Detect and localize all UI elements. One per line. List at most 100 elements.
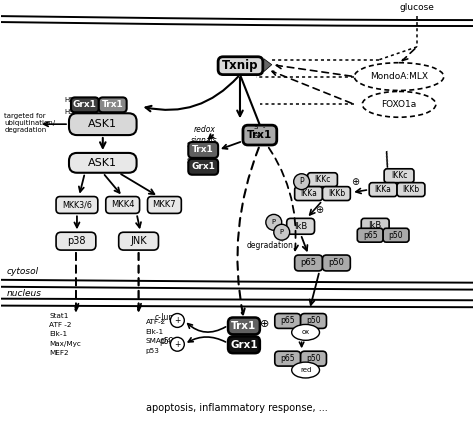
Text: IKKb: IKKb	[402, 185, 419, 194]
Text: S: S	[196, 166, 201, 172]
Text: SH: SH	[250, 319, 258, 325]
Text: p65: p65	[363, 231, 377, 240]
Text: p50: p50	[306, 354, 321, 363]
Text: SH: SH	[250, 328, 258, 333]
Ellipse shape	[292, 325, 319, 340]
FancyBboxPatch shape	[147, 197, 182, 214]
Text: ATF -2: ATF -2	[49, 322, 72, 328]
Text: $\oplus$: $\oplus$	[259, 319, 269, 330]
Text: Max/Myc: Max/Myc	[49, 341, 81, 347]
Text: p65: p65	[301, 258, 317, 268]
Text: p50: p50	[328, 258, 344, 268]
Text: Txnip: Txnip	[222, 59, 259, 72]
FancyBboxPatch shape	[322, 255, 350, 271]
Text: MKK3/6: MKK3/6	[62, 200, 92, 209]
Text: MEF2: MEF2	[49, 350, 69, 356]
Text: ASK1: ASK1	[88, 119, 117, 129]
Text: $\oplus$: $\oplus$	[351, 176, 360, 187]
FancyBboxPatch shape	[243, 125, 277, 145]
Text: IKKb: IKKb	[328, 189, 345, 198]
Text: SH: SH	[109, 97, 118, 103]
Text: ox: ox	[301, 330, 310, 335]
FancyBboxPatch shape	[295, 255, 322, 271]
Text: degradation: degradation	[246, 241, 293, 250]
Text: p50: p50	[389, 231, 403, 240]
FancyBboxPatch shape	[322, 187, 350, 200]
Text: JNK: JNK	[130, 236, 147, 246]
FancyBboxPatch shape	[308, 173, 337, 187]
Text: Trx1: Trx1	[102, 100, 124, 109]
FancyBboxPatch shape	[56, 232, 96, 250]
FancyBboxPatch shape	[228, 317, 260, 334]
Text: IKKa: IKKa	[375, 185, 392, 194]
Text: FOXO1a: FOXO1a	[382, 100, 417, 109]
Text: +: +	[174, 316, 181, 325]
Ellipse shape	[362, 92, 436, 117]
Text: MKK4: MKK4	[111, 200, 135, 209]
Text: MondoA:MLX: MondoA:MLX	[370, 72, 428, 81]
Text: S: S	[196, 150, 201, 156]
Text: $\oplus$: $\oplus$	[315, 204, 324, 215]
Text: Trx1: Trx1	[247, 130, 273, 140]
FancyBboxPatch shape	[383, 228, 409, 242]
Text: SH: SH	[254, 133, 264, 139]
Text: P: P	[272, 219, 276, 225]
FancyBboxPatch shape	[228, 336, 260, 353]
FancyBboxPatch shape	[188, 142, 218, 158]
Text: /: /	[381, 150, 394, 170]
Text: p38: p38	[67, 236, 85, 246]
Text: p50: p50	[306, 316, 321, 325]
Text: cytosol: cytosol	[6, 267, 38, 276]
Text: SH: SH	[250, 346, 258, 351]
Text: ASK1: ASK1	[88, 158, 117, 168]
Polygon shape	[264, 59, 272, 72]
Text: Grx1: Grx1	[230, 340, 258, 350]
Text: apoptosis, inflammatory response, ...: apoptosis, inflammatory response, ...	[146, 403, 328, 413]
Text: MKK7: MKK7	[153, 200, 176, 209]
Ellipse shape	[354, 63, 444, 90]
FancyBboxPatch shape	[301, 314, 327, 328]
Text: SMAD4: SMAD4	[146, 338, 172, 344]
Text: glucose: glucose	[400, 3, 434, 12]
Text: p53: p53	[146, 348, 159, 354]
FancyBboxPatch shape	[275, 351, 301, 366]
FancyBboxPatch shape	[218, 57, 263, 75]
Text: Elk-1: Elk-1	[49, 331, 67, 337]
FancyBboxPatch shape	[369, 183, 397, 197]
FancyBboxPatch shape	[275, 314, 301, 328]
Text: P: P	[299, 177, 304, 186]
Text: IkB: IkB	[294, 222, 307, 231]
FancyBboxPatch shape	[69, 113, 137, 135]
FancyBboxPatch shape	[118, 232, 158, 250]
Ellipse shape	[294, 174, 310, 189]
Text: SH: SH	[109, 109, 118, 115]
Text: Trx1: Trx1	[192, 146, 214, 154]
Ellipse shape	[292, 362, 319, 378]
FancyBboxPatch shape	[106, 197, 139, 214]
FancyBboxPatch shape	[287, 218, 315, 234]
FancyBboxPatch shape	[71, 97, 99, 112]
Text: S: S	[186, 142, 191, 148]
Text: HS: HS	[64, 109, 73, 115]
Text: c-Jun: c-Jun	[154, 314, 173, 322]
Text: IKKc: IKKc	[391, 171, 407, 180]
FancyBboxPatch shape	[397, 183, 425, 197]
Text: S: S	[186, 158, 191, 164]
FancyBboxPatch shape	[295, 187, 322, 200]
FancyBboxPatch shape	[188, 159, 218, 175]
Ellipse shape	[170, 337, 184, 351]
FancyBboxPatch shape	[69, 153, 137, 173]
Text: p53: p53	[159, 337, 173, 346]
Text: S  -: S -	[254, 124, 265, 130]
FancyBboxPatch shape	[384, 169, 414, 183]
FancyBboxPatch shape	[357, 228, 383, 242]
Ellipse shape	[266, 214, 282, 230]
Ellipse shape	[170, 314, 184, 327]
Text: targeted for
ubiquitination/
degradation: targeted for ubiquitination/ degradation	[4, 113, 55, 133]
Text: red: red	[300, 367, 311, 373]
Text: Elk-1: Elk-1	[146, 329, 164, 335]
Text: HS: HS	[64, 97, 73, 103]
Text: redox
signals: redox signals	[191, 125, 218, 145]
Text: IKKc: IKKc	[314, 175, 331, 184]
Text: Trx1: Trx1	[231, 321, 256, 331]
